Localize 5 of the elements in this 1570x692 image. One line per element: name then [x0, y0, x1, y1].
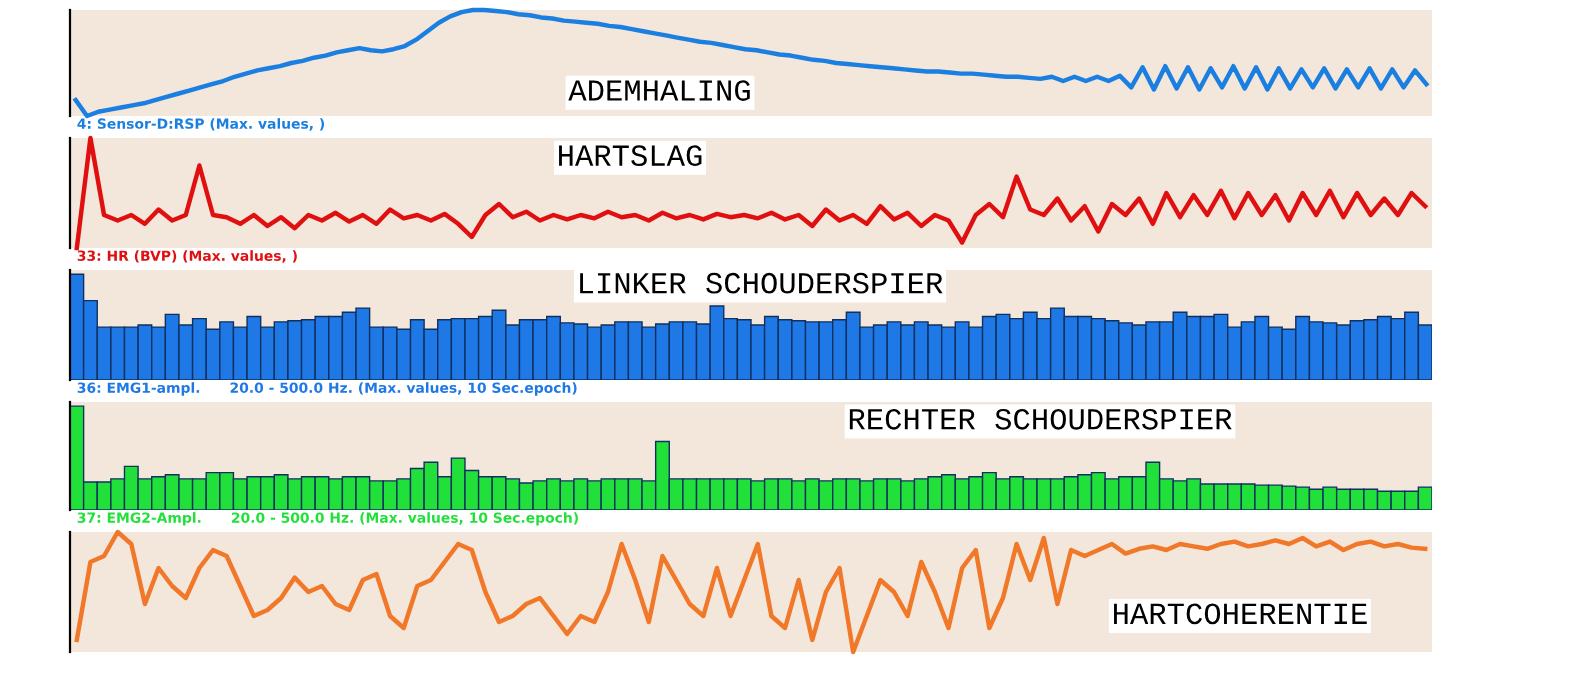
chart-title: RECHTER SCHOUDERSPIER	[849, 408, 1232, 430]
text: HARTCOHERENTIE	[1114, 603, 1367, 625]
chart-title: LINKER SCHOUDERSPIER	[580, 272, 943, 294]
chart-title: HARTSLAG	[559, 145, 702, 166]
text: ADEMHALING	[568, 80, 750, 101]
